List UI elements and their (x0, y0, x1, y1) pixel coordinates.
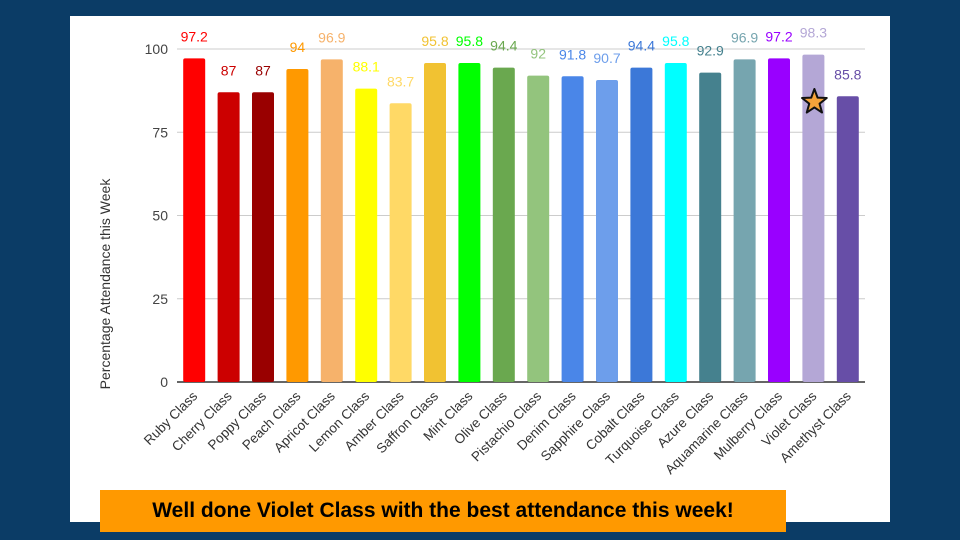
bar (596, 79, 618, 383)
bar (664, 62, 687, 383)
y-tick-label: 100 (145, 41, 169, 57)
bar (492, 67, 515, 382)
data-label: 88.1 (353, 59, 380, 75)
data-label: 98.3 (800, 25, 827, 41)
data-label: 95.8 (662, 33, 689, 49)
banner-text: Well done Violet Class with the best att… (152, 499, 734, 522)
data-label: 83.7 (387, 73, 414, 89)
y-tick-label: 0 (160, 374, 168, 390)
y-tick-label: 25 (152, 291, 168, 307)
data-label: 91.8 (559, 46, 586, 62)
congratulations-banner: Well done Violet Class with the best att… (100, 490, 786, 532)
data-label: 94 (290, 39, 306, 55)
bar (802, 54, 825, 382)
attendance-bar-chart: 97.2 87 87 94 96.9 88.1 83.7 95.8 95.8 94.4 92 91.8… (97, 25, 865, 477)
data-label: 97.2 (181, 28, 208, 44)
bar (320, 59, 343, 382)
y-tick-label: 75 (152, 124, 168, 140)
data-label: 92.9 (697, 43, 724, 59)
data-label: 95.8 (456, 33, 483, 49)
data-label: 95.8 (421, 33, 448, 49)
data-label: 92 (530, 46, 546, 62)
bar (836, 96, 859, 382)
bar (217, 92, 240, 382)
bar (699, 72, 722, 382)
data-label: 94.4 (490, 38, 517, 54)
y-tick-label: 50 (152, 208, 168, 224)
bar (768, 58, 790, 382)
bar (252, 92, 274, 382)
bar (424, 62, 446, 383)
data-label: 87 (221, 62, 237, 78)
bar (630, 67, 653, 382)
data-label: 96.9 (318, 29, 345, 45)
chart-panel: 97.2 87 87 94 96.9 88.1 83.7 95.8 95.8 94.4 92 91.8… (70, 16, 890, 522)
data-label: 97.2 (765, 28, 792, 44)
bar (561, 76, 584, 382)
bar (355, 88, 378, 382)
data-label: 87 (255, 62, 271, 78)
bar (458, 62, 481, 383)
data-label: 94.4 (628, 38, 655, 54)
data-label: 96.9 (731, 29, 758, 45)
bar (527, 75, 550, 382)
bar (389, 103, 412, 383)
bar (286, 68, 309, 383)
bar (183, 58, 206, 382)
y-axis-title: Percentage Attendance this Week (97, 178, 113, 390)
data-label: 85.8 (834, 66, 861, 82)
data-label: 90.7 (593, 50, 620, 66)
bar (733, 59, 756, 382)
star-icon (801, 88, 828, 114)
